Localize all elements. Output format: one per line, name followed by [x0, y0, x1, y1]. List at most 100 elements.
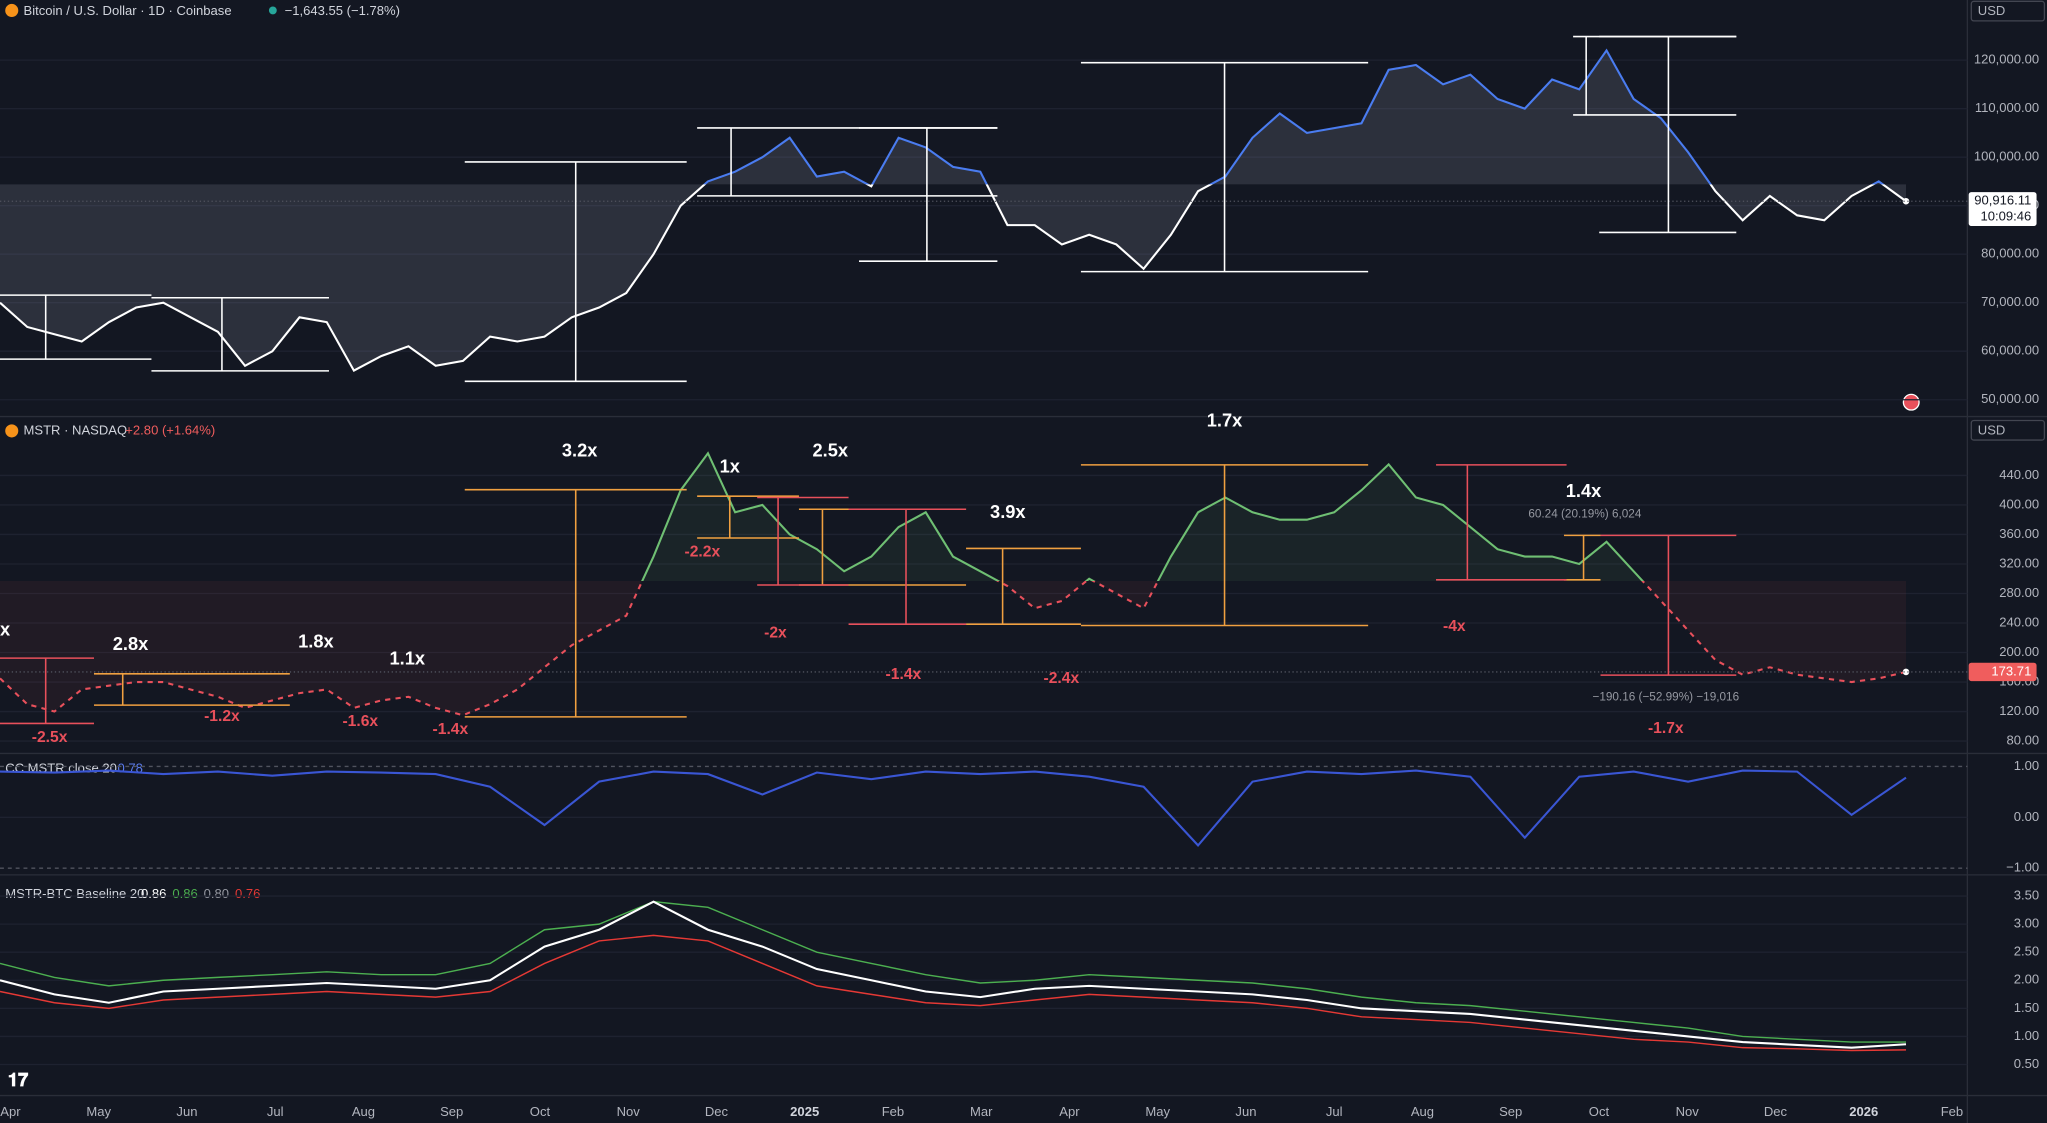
indicator-line: [0, 934, 1907, 1052]
multiplier-label: 1x: [720, 455, 741, 476]
cc-title: CC MSTR close 20: [5, 761, 117, 776]
x-tick-label: Aug: [1411, 1104, 1434, 1119]
measure-label: −190.16 (−52.99%) −19,016: [1592, 690, 1739, 703]
price-line-above: [703, 48, 1885, 185]
x-tick-label: Oct: [530, 1104, 551, 1119]
y-tick-label: 1.50: [2014, 1000, 2039, 1015]
y-tick-label: 2.00: [2014, 972, 2039, 987]
mstr-change: +2.80 (+1.64%): [125, 422, 215, 437]
x-tick-label: 2025: [790, 1104, 819, 1119]
y-tick-label: 440.00: [1999, 467, 2039, 482]
y-tick-label: 80.00: [2007, 733, 2040, 748]
measure-label: 60.24 (20.19%) 6,024: [1528, 508, 1641, 521]
indicator-line: [0, 900, 1907, 1049]
status-dot: [268, 6, 277, 15]
x-tick-label: Nov: [1676, 1104, 1700, 1119]
y-tick-label: 2.50: [2014, 944, 2039, 959]
last-point: [1902, 197, 1910, 205]
price-line-above: [641, 451, 1644, 581]
indicator-line: [0, 769, 1907, 847]
x-tick-label: May: [86, 1104, 111, 1119]
logo: 𝟏𝟕: [8, 1069, 28, 1090]
multiplier-label: 1.1x: [390, 647, 426, 668]
area-below: [0, 580, 1907, 716]
legend-value: 0.86: [141, 886, 166, 901]
y-tick-label: 120,000.00: [1974, 52, 2039, 67]
btc-title: Bitcoin / U.S. Dollar · 1D · Coinbase: [23, 3, 231, 18]
x-tick-label: Aug: [352, 1104, 375, 1119]
y-tick-label: 360.00: [1999, 526, 2039, 541]
y-tick-label: 60,000.00: [1981, 343, 2039, 358]
y-tick-label: 120.00: [1999, 703, 2039, 718]
currency-dropdown[interactable]: [1970, 0, 2046, 22]
legend-value: 0.76: [235, 886, 260, 901]
area-below: [0, 184, 1907, 371]
multiplier-label: -2x: [764, 624, 787, 641]
legend-value: 0.80: [204, 886, 229, 901]
area-above: [0, 50, 1907, 185]
x-tick-label: Jun: [1235, 1104, 1256, 1119]
x-tick-label: Jun: [176, 1104, 197, 1119]
multiplier-label: 1.7x: [1207, 410, 1243, 431]
currency-label: USD: [1978, 3, 2006, 18]
y-tick-label: 100,000.00: [1974, 149, 2039, 164]
multiplier-label: 1.4x: [1566, 480, 1602, 501]
multiplier-label: -1.7x: [1648, 720, 1684, 737]
currency-dropdown[interactable]: [1970, 419, 2046, 441]
x-tick-label: Feb: [1941, 1104, 1963, 1119]
y-tick-label: 70,000.00: [1981, 294, 2039, 309]
y-tick-label: 320.00: [1999, 555, 2039, 570]
y-tick-label: 1.00: [2014, 758, 2039, 773]
x-tick-label: Mar: [970, 1104, 993, 1119]
currency-label: USD: [1978, 422, 2006, 437]
x-tick-label: Jul: [1326, 1104, 1343, 1119]
multiplier-label: -1.2x: [204, 708, 240, 725]
x-tick-label: Oct: [1589, 1104, 1610, 1119]
multiplier-label: -4x: [1443, 618, 1466, 635]
x-tick-label: 2026: [1849, 1104, 1878, 1119]
multiplier-label: 3x: [0, 619, 11, 640]
mstr-title: MSTR · NASDAQ: [23, 422, 127, 437]
x-tick-label: Jul: [267, 1104, 284, 1119]
x-tick-label: Apr: [1059, 1104, 1080, 1119]
multiplier-label: -1.4x: [433, 721, 469, 738]
multiplier-label: 3.9x: [990, 501, 1026, 522]
mstr-icon: [5, 424, 19, 438]
y-tick-label: 3.00: [2014, 916, 2039, 931]
y-tick-label: 0.50: [2014, 1056, 2039, 1071]
y-tick-label: 240.00: [1999, 614, 2039, 629]
price-tag-time: 10:09:46: [1981, 208, 2032, 223]
multiplier-label: -1.4x: [886, 666, 922, 683]
multiplier-label: 2.5x: [813, 440, 849, 461]
event-flag[interactable]: [1902, 393, 1920, 411]
y-tick-label: 400.00: [1999, 496, 2039, 511]
price-tag-label: 90,916.11: [1974, 193, 2031, 208]
y-tick-label: 110,000.00: [1975, 100, 2039, 115]
y-tick-label: 0.00: [2014, 809, 2039, 824]
y-tick-label: 200.00: [1999, 644, 2039, 659]
x-tick-label: Dec: [1764, 1104, 1788, 1119]
price-tag: [1968, 662, 2037, 682]
x-tick-label: May: [1145, 1104, 1170, 1119]
baseline-title: MSTR-BTC Baseline 20: [5, 886, 144, 901]
y-tick-label: 3.50: [2014, 887, 2039, 902]
last-point: [1902, 668, 1910, 676]
price-line-below: [0, 184, 1907, 372]
y-tick-label: 1.00: [2014, 1028, 2039, 1043]
multiplier-label: 1.8x: [298, 630, 334, 651]
multiplier-label: 2.8x: [113, 633, 149, 654]
btc-change: −1,643.55 (−1.78%): [285, 3, 400, 18]
x-tick-label: Apr: [0, 1104, 21, 1119]
x-tick-label: Sep: [440, 1104, 463, 1119]
y-tick-label: 80,000.00: [1981, 246, 2039, 261]
y-tick-label: −1.00: [2006, 860, 2039, 875]
legend-value: 0.86: [172, 886, 197, 901]
x-tick-label: Sep: [1499, 1104, 1522, 1119]
x-tick-label: Dec: [705, 1104, 729, 1119]
x-tick-label: Nov: [617, 1104, 641, 1119]
btc-icon: [5, 3, 19, 17]
multiplier-label: -2.5x: [32, 729, 68, 746]
